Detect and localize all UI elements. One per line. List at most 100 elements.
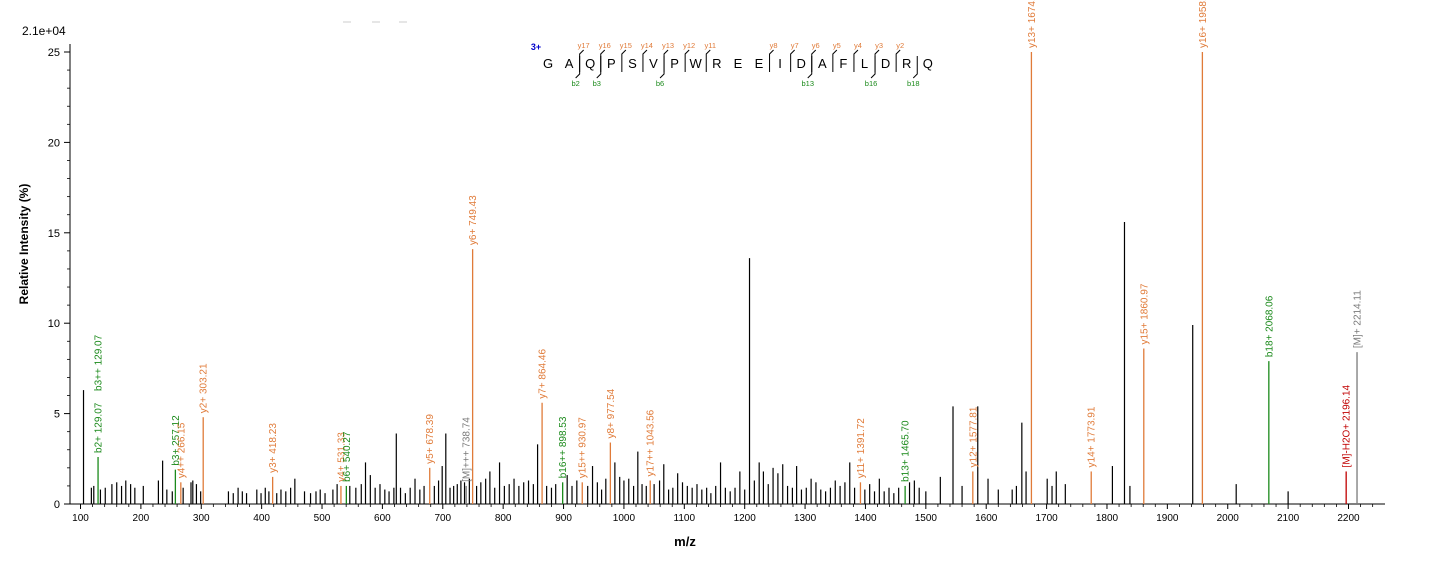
- residue-letter: V: [649, 56, 658, 71]
- x-tick-label: 2000: [1217, 513, 1240, 524]
- y-ion-mark-label: y15: [620, 41, 632, 50]
- y-tick-label: 15: [48, 228, 60, 240]
- residue-letter: E: [755, 56, 764, 71]
- b-ion-bracket: [807, 56, 813, 79]
- residue-letter: F: [839, 56, 847, 71]
- peak-label: b16++ 898.53: [558, 416, 569, 478]
- x-tick-label: 1100: [674, 513, 696, 524]
- x-tick-label: 700: [434, 513, 451, 524]
- x-tick-label: 400: [253, 513, 270, 524]
- y-ion-bracket: [663, 49, 669, 72]
- y-ion-mark-label: y4: [854, 41, 862, 50]
- y-ion-mark-label: y6: [812, 41, 820, 50]
- peak-label: y2+ 303.21: [199, 363, 210, 413]
- peak-label: [M]+++ 738.74: [462, 417, 473, 482]
- x-tick-label: 1800: [1096, 513, 1119, 524]
- y-ion-bracket: [853, 49, 859, 72]
- peak-label: y3+ 418.23: [268, 423, 279, 473]
- y-ion-mark-label: y7: [791, 41, 799, 50]
- x-tick-label: 600: [374, 513, 391, 524]
- residue-letter: R: [712, 56, 721, 71]
- y-ion-bracket: [642, 49, 648, 72]
- residue-letter: A: [565, 56, 574, 71]
- residue-letter: G: [543, 56, 553, 71]
- b-ion-bracket: [575, 56, 581, 79]
- x-tick-label: 500: [314, 513, 331, 524]
- y-tick-label: 5: [54, 409, 60, 421]
- peak-label: b2+ 129.07: [94, 402, 105, 453]
- y-tick-label: 25: [48, 47, 60, 59]
- residue-letter: W: [690, 56, 703, 71]
- residue-letter: E: [734, 56, 743, 71]
- peak-label: y16+ 1958.01: [1198, 0, 1209, 48]
- peak-label: b3+ 257.12: [171, 415, 182, 466]
- x-tick-label: 1400: [854, 513, 877, 524]
- peak-label: y17++ 1043.56: [646, 409, 657, 476]
- y-ion-bracket: [621, 49, 627, 72]
- peak-label: y5+ 678.39: [425, 414, 436, 464]
- peak-label: b6+ 540.27: [342, 431, 353, 482]
- peak-label: y7+ 864.46: [538, 349, 549, 399]
- chart-axes: [69, 44, 1385, 505]
- residue-letter: L: [861, 56, 868, 71]
- y-ion-mark-label: y17: [578, 41, 590, 50]
- residue-letter: A: [818, 56, 827, 71]
- b-ion-mark-label: b18: [907, 79, 920, 88]
- peak-label: y4++ 266.15: [176, 422, 187, 478]
- peak-label: y11+ 1391.72: [856, 418, 867, 479]
- x-tick-label: 1300: [794, 513, 817, 524]
- peak-label: b18+ 2068.06: [1264, 295, 1275, 357]
- peak-label: y13+ 1674.86: [1027, 0, 1038, 48]
- peak-label: b13+ 1465.70: [901, 420, 912, 482]
- residue-letter: S: [628, 56, 637, 71]
- peak-label: y14+ 1773.91: [1087, 406, 1098, 467]
- y-ion-bracket: [579, 49, 585, 72]
- b-ion-bracket: [870, 56, 876, 79]
- peak-label: y15+ 1860.97: [1139, 283, 1150, 344]
- y-ion-mark-label: y3: [875, 41, 883, 50]
- spectrum-peaks: [82, 52, 1358, 504]
- b-ion-mark-label: b2: [571, 79, 579, 88]
- y-ion-mark-label: y14: [641, 41, 653, 50]
- peak-label: y8+ 977.54: [606, 388, 617, 438]
- x-tick-label: 1700: [1035, 513, 1058, 524]
- b-ion-mark-label: b3: [593, 79, 601, 88]
- residue-letter: I: [778, 56, 782, 71]
- x-tick-label: 100: [72, 513, 89, 524]
- x-tick-label: 900: [555, 513, 572, 524]
- peak-label: [M]+ 2214.11: [1353, 290, 1364, 348]
- peak-label: [M]-H2O+ 2196.14: [1342, 384, 1353, 467]
- precursor-charge-label: 3+: [531, 42, 541, 52]
- y-ion-bracket: [600, 49, 606, 72]
- peak-label: b3++ 129.07: [94, 334, 105, 391]
- y-ion-bracket: [874, 49, 880, 72]
- y-ion-bracket: [832, 49, 838, 72]
- residue-letter: D: [881, 56, 890, 71]
- y-ion-mark-label: y12: [683, 41, 695, 50]
- x-tick-label: 1200: [734, 513, 757, 524]
- y-ion-bracket: [705, 49, 711, 72]
- peak-label: y15++ 930.97: [578, 417, 589, 479]
- residue-letter: D: [797, 56, 806, 71]
- x-axis-label: m/z: [674, 534, 696, 549]
- b-ion-bracket: [596, 56, 602, 79]
- residue-letter: Q: [923, 56, 933, 71]
- x-tick-label: 1600: [975, 513, 998, 524]
- b-ion-bracket: [659, 56, 665, 79]
- x-tick-label: 2100: [1277, 513, 1300, 524]
- x-tick-label: 1500: [915, 513, 938, 524]
- intensity-scale-label: 2.1e+04: [22, 24, 66, 38]
- residue-letter: P: [607, 56, 616, 71]
- b-ion-mark-label: b13: [801, 79, 814, 88]
- y-ion-bracket: [769, 49, 774, 72]
- y-ion-bracket: [684, 49, 690, 72]
- x-tick-label: 1900: [1156, 513, 1179, 524]
- x-axis-ticks: 100 200 300 400 500 600 700 800 900 1000 1100 1200 1…: [72, 504, 1374, 524]
- y-tick-label: 20: [48, 137, 60, 149]
- b-ion-mark-label: b16: [865, 79, 878, 88]
- y-axis-ticks: 0 5 10 15 20 25: [48, 47, 70, 511]
- y-tick-label: 0: [54, 499, 60, 511]
- residue-letter: R: [902, 56, 911, 71]
